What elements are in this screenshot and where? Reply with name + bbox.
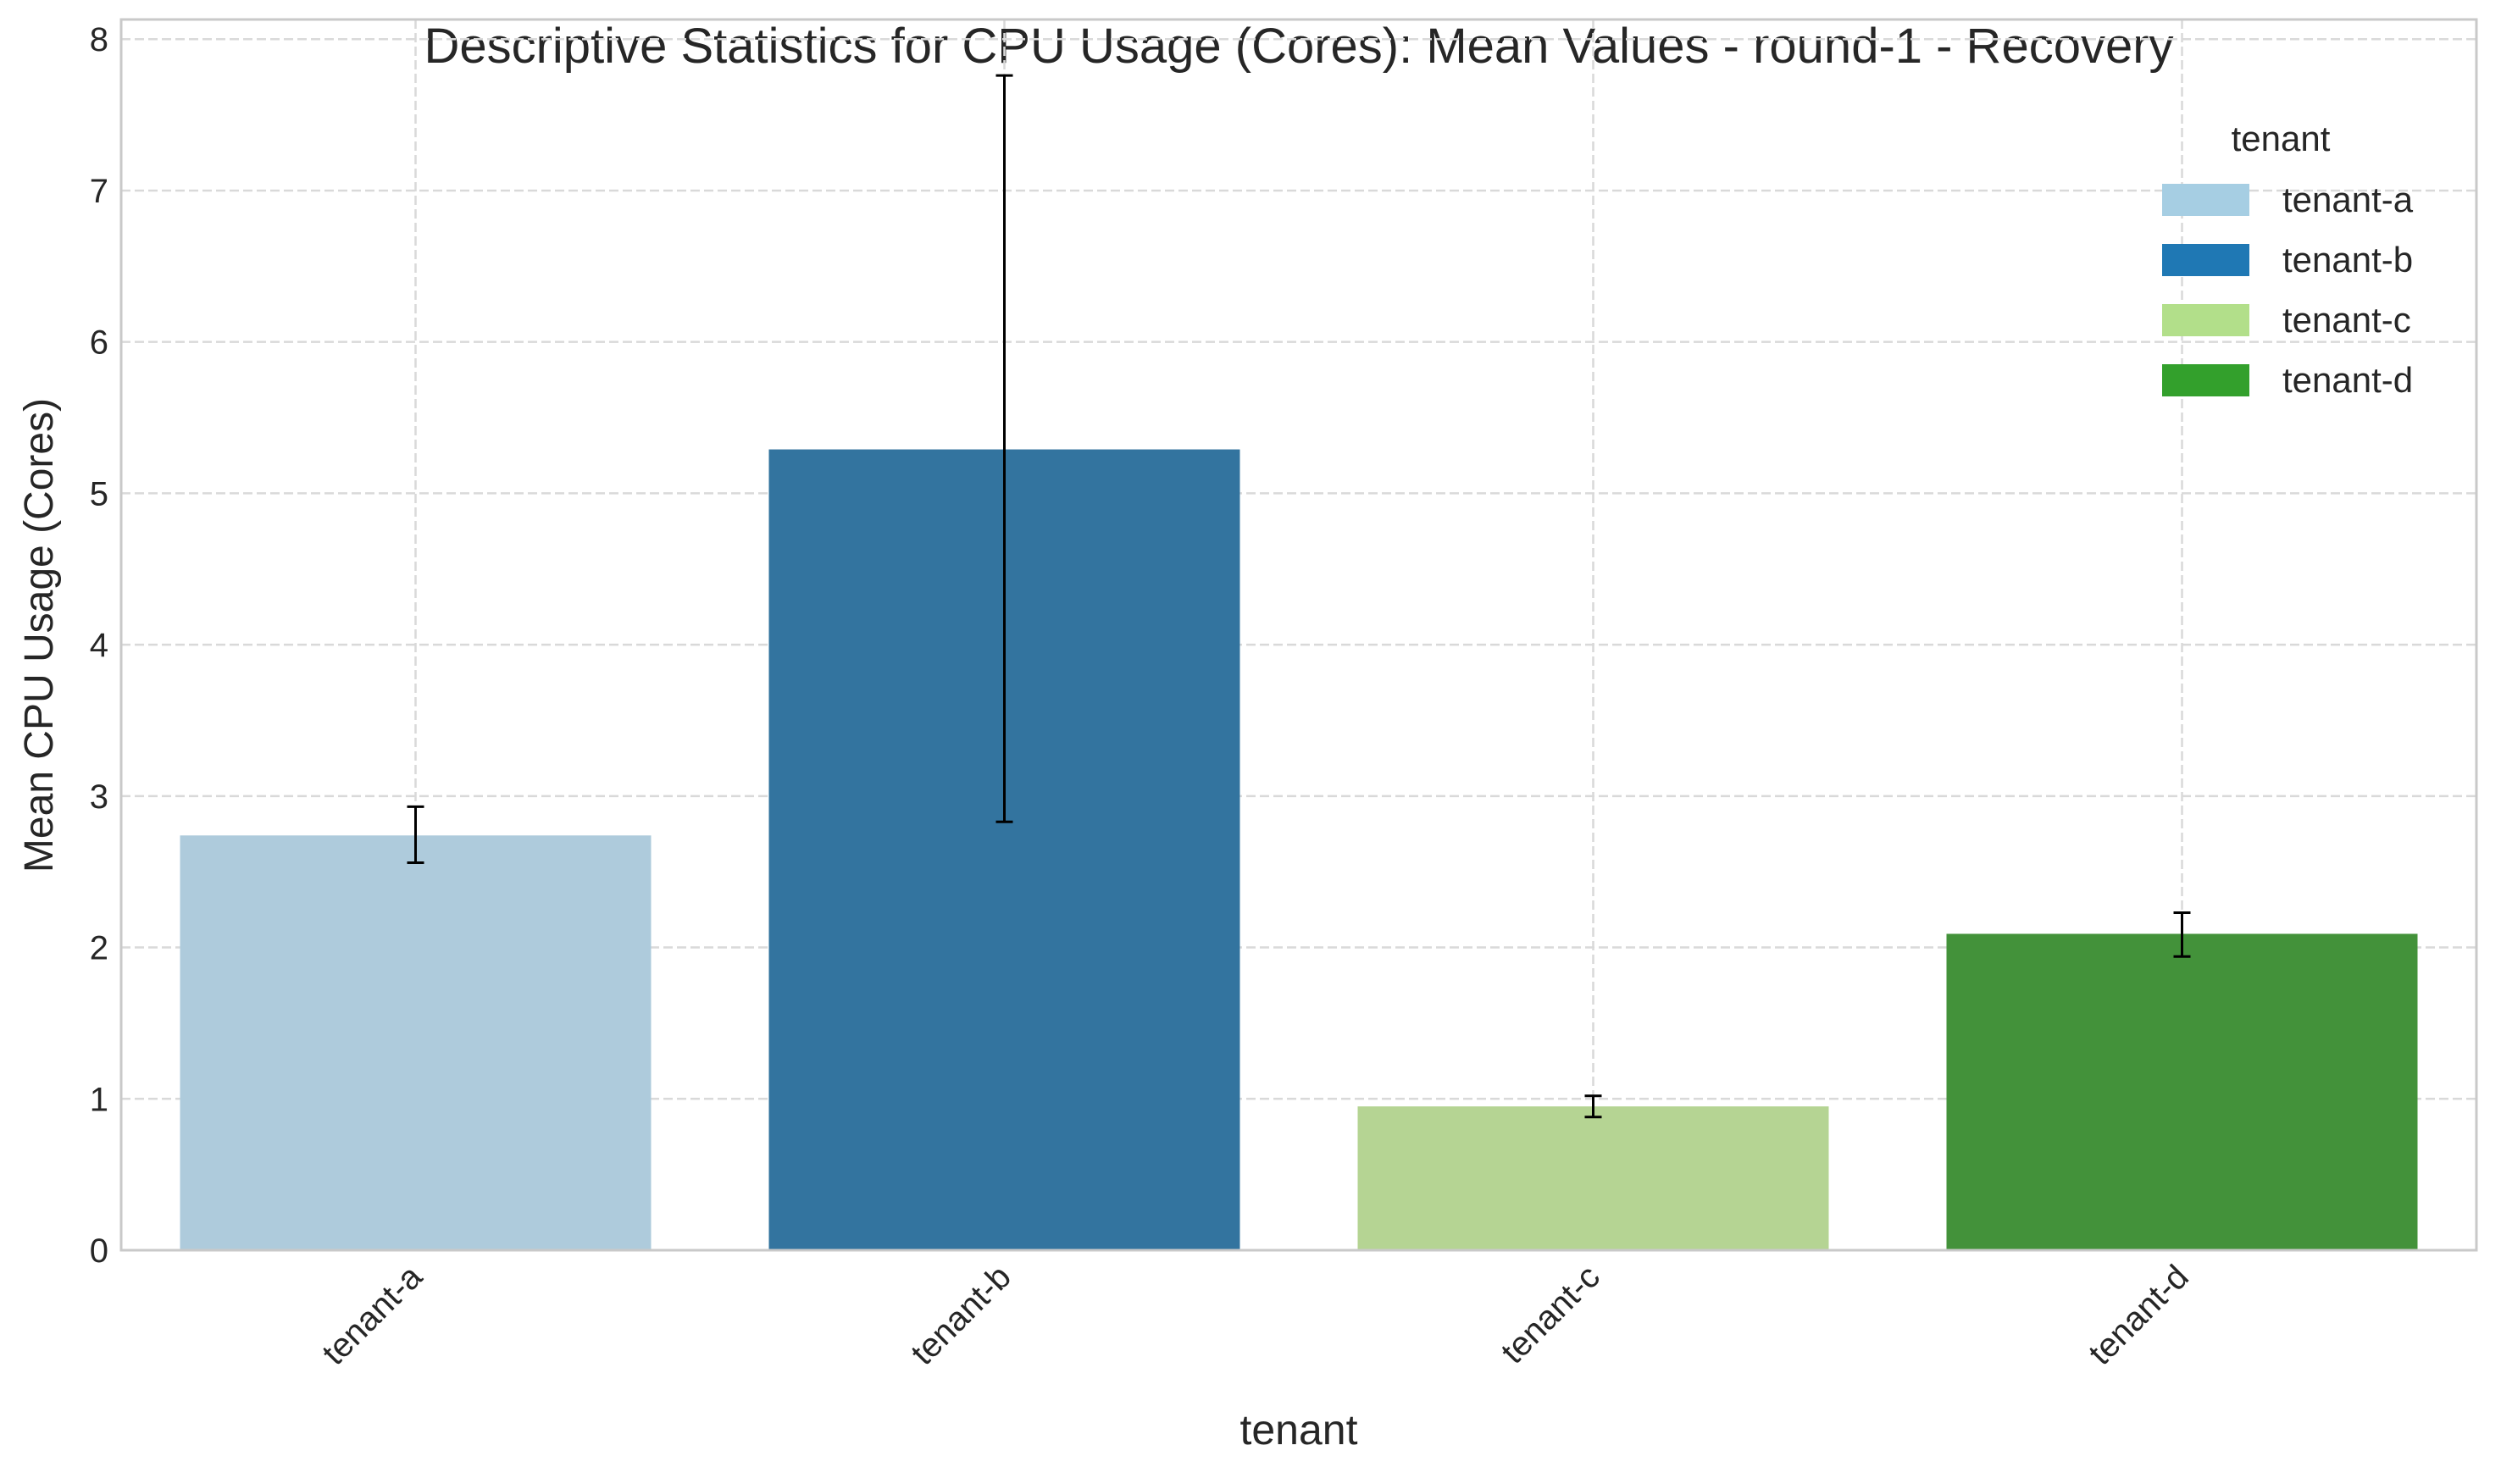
- legend-label-tenant-c: tenant-c: [2282, 300, 2411, 340]
- y-tick-label: 7: [90, 173, 108, 210]
- legend-swatch-tenant-a: [2162, 184, 2249, 216]
- y-tick-label: 2: [90, 930, 108, 967]
- bar-tenant-a: [180, 835, 652, 1250]
- y-tick-label: 3: [90, 778, 108, 816]
- legend-swatch-tenant-c: [2162, 304, 2249, 336]
- legend-swatch-tenant-d: [2162, 364, 2249, 396]
- error-bars: [407, 74, 2191, 1119]
- legend-title: tenant: [2232, 119, 2331, 158]
- legend-label-tenant-b: tenant-b: [2282, 240, 2413, 280]
- y-tick-label: 6: [90, 324, 108, 362]
- legend-label-tenant-a: tenant-a: [2282, 180, 2414, 219]
- y-tick-label: 1: [90, 1081, 108, 1118]
- y-tick-label: 0: [90, 1232, 108, 1270]
- bar-tenant-d: [1946, 933, 2418, 1250]
- x-axis-label: tenant: [1239, 1406, 1357, 1454]
- legend-swatch-tenant-b: [2162, 244, 2249, 276]
- bars: [180, 449, 2418, 1250]
- plot-frame: [119, 18, 2478, 1252]
- y-tick-label: 5: [90, 475, 108, 512]
- y-tick-label: 8: [90, 21, 108, 58]
- y-axis-ticks: 0 1 2 3 4 5 6 7 8: [90, 21, 108, 1270]
- legend-entries: tenant-a tenant-b tenant-c tenant-d: [2162, 180, 2414, 400]
- y-axis-label: Mean CPU Usage (Cores): [17, 398, 62, 872]
- legend-label-tenant-d: tenant-d: [2282, 360, 2413, 400]
- y-tick-label: 4: [90, 627, 108, 664]
- bar-tenant-c: [1357, 1106, 1829, 1250]
- chart-title: Descriptive Statistics for CPU Usage (Co…: [424, 19, 2173, 74]
- legend: tenant tenant-a tenant-b tenant-c tenant-d: [2162, 119, 2414, 400]
